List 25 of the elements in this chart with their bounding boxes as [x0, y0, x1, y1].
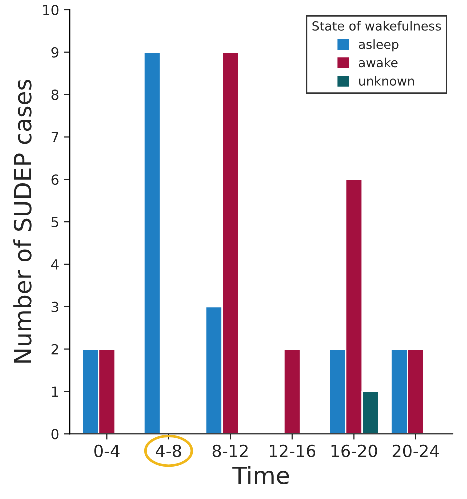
y-tick-label: 5	[52, 217, 58, 228]
y-tick-label: 0	[52, 429, 59, 440]
bar	[283, 348, 302, 434]
x-tick-label: 4-8	[156, 444, 182, 458]
legend-title: State of wakefulness	[312, 21, 442, 31]
y-axis-title: Number of SUDEP cases	[14, 80, 32, 363]
y-tick-label: 8	[52, 90, 59, 100]
y-tick-label: 4	[51, 260, 59, 270]
x-tick-label: 0-4	[94, 444, 120, 458]
y-tick-label: 3	[52, 302, 59, 312]
y-tick-label: 10	[43, 4, 59, 16]
y-tick-label: 6	[52, 174, 59, 186]
y-tick-label: 2	[52, 344, 58, 355]
legend-label: awake	[359, 58, 398, 68]
y-tick-label: 1	[52, 386, 58, 397]
x-axis-title: Time	[232, 466, 290, 485]
x-tick-label: 16-20	[332, 444, 378, 458]
bar	[143, 52, 162, 434]
x-tick-label: 20-24	[392, 444, 440, 458]
y-tick-label: 9	[52, 47, 59, 58]
x-tick-label: 8-12	[212, 444, 248, 458]
legend-label: unknown	[359, 76, 414, 86]
legend-label: asleep	[359, 40, 399, 52]
y-tick-label: 7	[52, 132, 58, 142]
x-tick-label: 12-16	[270, 444, 316, 458]
